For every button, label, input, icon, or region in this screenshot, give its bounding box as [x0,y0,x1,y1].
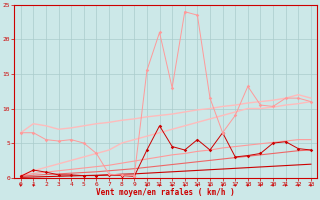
X-axis label: Vent moyen/en rafales ( km/h ): Vent moyen/en rafales ( km/h ) [96,188,235,197]
